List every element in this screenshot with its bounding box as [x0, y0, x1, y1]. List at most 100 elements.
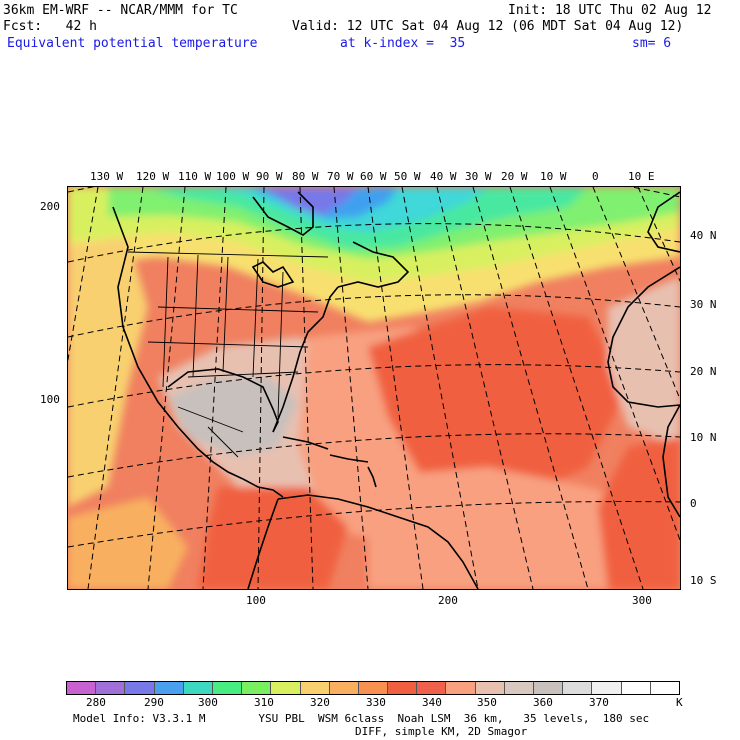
lon-label: 50 W — [394, 170, 421, 183]
coastlines — [112, 191, 680, 589]
meridian-line — [333, 187, 369, 589]
legend-swatch — [271, 682, 301, 694]
legend-level: 340 — [422, 696, 442, 709]
parallel-line — [68, 223, 680, 263]
coastline-lesser-antilles — [367, 466, 377, 488]
legend-swatch — [96, 682, 126, 694]
legend-swatch — [475, 682, 505, 694]
parallel-line — [68, 433, 680, 478]
legend-level: 330 — [366, 696, 386, 709]
legend-swatch — [212, 682, 243, 694]
legend-swatch — [329, 682, 359, 694]
legend-level: 370 — [589, 696, 609, 709]
legend-swatch — [125, 682, 155, 694]
lon-label: 120 W — [136, 170, 170, 183]
lat-label: 10 N — [690, 431, 717, 444]
meridian-line — [367, 187, 424, 589]
coastline-hudson-bay — [252, 191, 314, 236]
meridian-line — [87, 187, 144, 589]
us-canada-border — [127, 251, 329, 258]
forecast-hour: Fcst: 42 h — [3, 19, 97, 34]
meridian-line — [436, 187, 534, 589]
map-canvas — [68, 187, 680, 589]
legend-swatch — [154, 682, 184, 694]
legend-swatch — [592, 682, 622, 694]
lon-label: 30 W — [465, 170, 492, 183]
smoothing-label: sm= 6 — [632, 36, 672, 51]
coastline-canada-east — [337, 241, 410, 288]
graticule — [68, 187, 680, 589]
model-info-diffusion: DIFF, simple KM, 2D Smagor — [355, 725, 528, 738]
legend-level: 310 — [254, 696, 274, 709]
model-title: 36km EM-WRF -- NCAR/MMM for TC — [3, 3, 238, 18]
coastline-iberia — [647, 191, 680, 253]
legend-swatch — [446, 682, 476, 694]
init-time: Init: 18 UTC Thu 02 Aug 12 — [508, 3, 712, 18]
coastline-africa-west — [607, 266, 680, 408]
grid-x-label: 300 — [632, 594, 652, 607]
legend-level: 350 — [477, 696, 497, 709]
model-info: Model Info: V3.3.1 M YSU PBL WSM 6class … — [73, 712, 650, 725]
field-name: Equivalent potential temperature — [7, 36, 258, 51]
level-label: at k-index = 35 — [340, 36, 466, 51]
legend-level: 360 — [533, 696, 553, 709]
color-legend — [66, 681, 680, 695]
coastline-cuba — [282, 436, 329, 450]
meridian-line — [592, 187, 680, 401]
grid-x-label: 200 — [438, 594, 458, 607]
legend-swatch — [504, 682, 534, 694]
legend-swatch — [388, 682, 418, 694]
legend-level: 280 — [86, 696, 106, 709]
meridian-line — [147, 187, 186, 589]
legend-swatch — [621, 682, 651, 694]
lat-label: 0 — [690, 497, 697, 510]
legend-swatch — [358, 682, 389, 694]
meridian-line — [202, 187, 227, 589]
theta-e-map — [67, 186, 681, 590]
legend-swatch — [650, 682, 679, 694]
lon-label: 90 W — [256, 170, 283, 183]
lat-label: 30 N — [690, 298, 717, 311]
lat-label: 40 N — [690, 229, 717, 242]
grid-y-label: 100 — [40, 393, 60, 406]
great-lakes — [251, 261, 295, 288]
mexico-border — [177, 406, 244, 458]
lon-label: 130 W — [90, 170, 124, 183]
legend-swatch — [183, 682, 213, 694]
parallel-line — [68, 294, 680, 338]
legend-swatch — [563, 682, 593, 694]
lon-label: 0 — [592, 170, 599, 183]
lon-label: 60 W — [360, 170, 387, 183]
grid-y-label: 200 — [40, 200, 60, 213]
valid-time: Valid: 12 UTC Sat 04 Aug 12 (06 MDT Sat … — [292, 19, 684, 34]
parallel-line — [68, 501, 680, 548]
legend-swatch — [534, 682, 564, 694]
lon-label: 10 W — [540, 170, 567, 183]
meridian-line — [637, 187, 680, 283]
coastline-us-east — [272, 286, 339, 433]
legend-level: 320 — [310, 696, 330, 709]
state-border — [162, 254, 284, 418]
meridian-line — [257, 187, 265, 589]
lon-label: 10 E — [628, 170, 655, 183]
coastline-south-america — [277, 494, 479, 589]
coastline-sa-west — [247, 498, 279, 589]
coastline-central-america — [242, 478, 284, 498]
legend-swatch — [242, 682, 272, 694]
legend-swatch — [300, 682, 330, 694]
legend-unit: K — [676, 696, 683, 709]
political-borders — [127, 251, 329, 458]
lon-label: 80 W — [292, 170, 319, 183]
meridian-line — [299, 187, 314, 589]
coastline-na-west — [112, 206, 244, 480]
legend-level: 300 — [198, 696, 218, 709]
grid-x-label: 100 — [246, 594, 266, 607]
lon-label: 70 W — [327, 170, 354, 183]
theta-e-shading — [68, 187, 680, 589]
legend-level: 290 — [144, 696, 164, 709]
lon-label: 100 W — [216, 170, 250, 183]
meridian-line — [549, 187, 680, 542]
lon-label: 40 W — [430, 170, 457, 183]
lon-label: 110 W — [178, 170, 212, 183]
legend-swatch — [67, 682, 97, 694]
